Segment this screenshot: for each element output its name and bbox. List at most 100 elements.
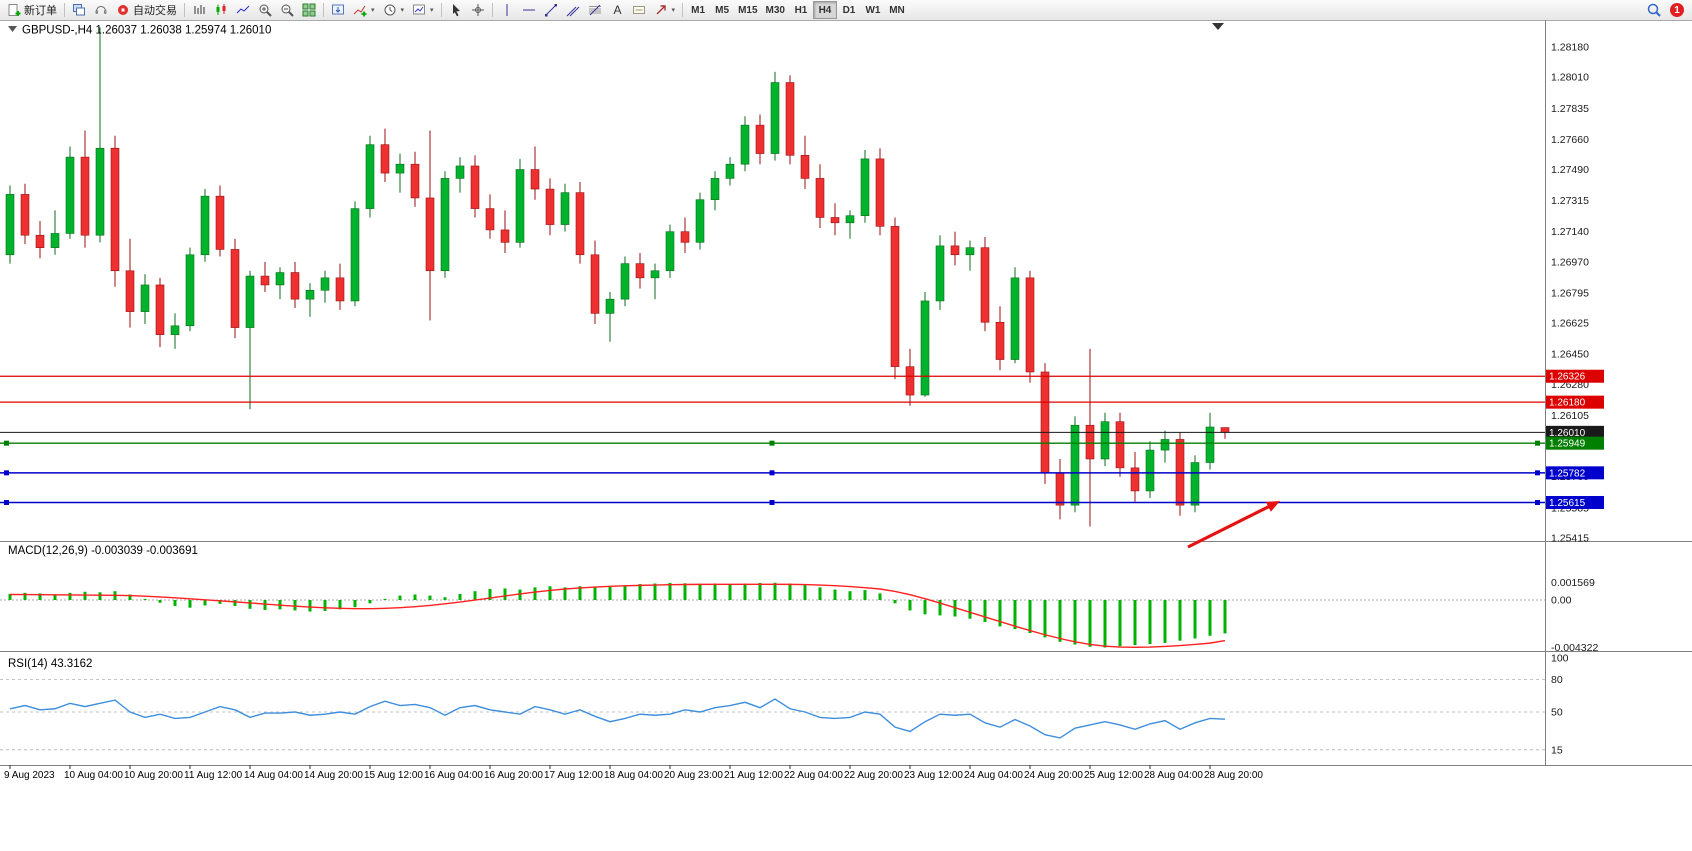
- candle: [485, 208, 495, 231]
- time-axis-label: 10 Aug 20:00: [124, 770, 183, 781]
- timeframe-h4-button[interactable]: H4: [812, 1, 837, 19]
- bar-chart-button[interactable]: [188, 1, 210, 19]
- chart-canvas[interactable]: 1.28180 1.28010 1.27835 1.27660 1.27490 1.273…: [0, 20, 1692, 851]
- trendline-button[interactable]: [540, 1, 562, 19]
- line-handle[interactable]: [1535, 440, 1540, 446]
- time-axis-label: 16 Aug 04:00: [424, 770, 483, 781]
- auto-trading-button[interactable]: 自动交易: [112, 1, 181, 19]
- time-axis-label: 16 Aug 20:00: [484, 770, 543, 781]
- price-tag-label: 1.25615: [1549, 498, 1586, 509]
- toolbar-separator: [491, 3, 493, 17]
- time-axis-label: 18 Aug 04:00: [604, 770, 663, 781]
- label-button[interactable]: [628, 1, 650, 19]
- timeframe-m15-button[interactable]: M15: [734, 1, 761, 19]
- candle: [1085, 424, 1095, 460]
- line-handle[interactable]: [1535, 499, 1540, 505]
- arrange-windows-button[interactable]: [327, 1, 349, 19]
- text-button[interactable]: A: [606, 1, 628, 19]
- timeframe-h1-button[interactable]: H1: [789, 1, 813, 19]
- line-chart-button[interactable]: [232, 1, 254, 19]
- chart-background: [0, 20, 1692, 851]
- vertical-line-button[interactable]: [496, 1, 518, 19]
- line-handle[interactable]: [4, 470, 9, 476]
- tile-windows-button[interactable]: [298, 1, 320, 19]
- line-handle[interactable]: [4, 499, 9, 505]
- chart-windows-icon: [73, 4, 85, 16]
- price-axis-label: 1.27140: [1551, 226, 1589, 238]
- templates-button[interactable]: ▾: [408, 1, 438, 19]
- indicators-button[interactable]: ▾: [349, 1, 379, 19]
- chart-shift-marker[interactable]: [1212, 23, 1224, 30]
- candle: [65, 156, 75, 234]
- candle: [380, 144, 390, 174]
- line-handle[interactable]: [769, 440, 775, 446]
- notification-badge[interactable]: 1: [1670, 3, 1684, 17]
- candle: [260, 275, 270, 286]
- fibonacci-button[interactable]: [584, 1, 606, 19]
- candle: [1010, 277, 1020, 360]
- cursor-button[interactable]: [445, 1, 467, 19]
- timeframe-mn-button[interactable]: MN: [885, 1, 909, 19]
- candle: [440, 178, 450, 272]
- time-axis-label: 24 Aug 04:00: [964, 770, 1023, 781]
- timeframe-m1-button[interactable]: M1: [686, 1, 710, 19]
- timeframe-m5-button[interactable]: M5: [710, 1, 734, 19]
- candle: [1070, 424, 1080, 506]
- macd-axis-label: -0.004322: [1551, 642, 1598, 654]
- line-handle[interactable]: [1535, 470, 1540, 476]
- horizontal-line-button[interactable]: [518, 1, 540, 19]
- timeframe-m30-button[interactable]: M30: [762, 1, 789, 19]
- trend-arrow[interactable]: [1187, 503, 1274, 549]
- line-handle[interactable]: [769, 499, 775, 505]
- candle: [650, 270, 660, 279]
- line-handle[interactable]: [4, 440, 9, 446]
- zoom-out-button[interactable]: [276, 1, 298, 19]
- search-button[interactable]: [1643, 1, 1665, 19]
- candle: [635, 263, 645, 279]
- toolbar-separator: [682, 3, 684, 17]
- timeframe-w1-button[interactable]: W1: [861, 1, 885, 19]
- toolbar-separator: [184, 3, 185, 17]
- crosshair-button[interactable]: [467, 1, 489, 19]
- candle: [185, 254, 195, 327]
- price-tag-label: 1.25782: [1549, 468, 1586, 479]
- rsi-axis-label: 50: [1551, 707, 1563, 719]
- chart-area[interactable]: 1.28180 1.28010 1.27835 1.27660 1.27490 1.273…: [0, 20, 1692, 851]
- macd-label: MACD(12,26,9) -0.003039 -0.003691: [8, 545, 198, 557]
- candle: [245, 275, 255, 328]
- periods-button[interactable]: ▾: [379, 1, 409, 19]
- new-order-button[interactable]: 新订单: [3, 1, 61, 19]
- timeframe-d1-button[interactable]: D1: [837, 1, 861, 19]
- candle: [920, 300, 930, 396]
- candlestick-chart-button[interactable]: [210, 1, 232, 19]
- chart-windows-button[interactable]: [68, 1, 90, 19]
- zoom-in-button[interactable]: [254, 1, 276, 19]
- channel-button[interactable]: [562, 1, 584, 19]
- candle: [935, 245, 945, 302]
- time-axis-label: 22 Aug 20:00: [844, 770, 903, 781]
- zoom-in-icon: [259, 4, 272, 17]
- candle: [140, 284, 150, 312]
- candle: [1130, 467, 1140, 492]
- macd-histogram: [8, 582, 1227, 648]
- candle: [980, 247, 990, 323]
- zoom-out-icon: [281, 4, 294, 17]
- line-handle[interactable]: [769, 470, 775, 476]
- candle: [155, 284, 165, 335]
- channel-icon: [566, 6, 579, 17]
- price-tag-label: 1.26010: [1549, 428, 1586, 439]
- rsi-axis-label: 15: [1551, 744, 1563, 756]
- vertical-line-icon: [506, 4, 508, 16]
- candle: [530, 169, 540, 190]
- arrows-button[interactable]: ▾: [650, 1, 680, 19]
- candle: [1145, 449, 1155, 492]
- symbol-dropdown-arrow[interactable]: [8, 26, 17, 32]
- candle: [1025, 277, 1035, 373]
- candle: [125, 270, 135, 312]
- rsi-line: [9, 698, 1226, 739]
- price-tag: [1546, 495, 1604, 509]
- candle: [695, 199, 705, 243]
- profiles-button[interactable]: [90, 1, 112, 19]
- trend-arrow-head[interactable]: [1265, 501, 1280, 512]
- profiles-icon: [95, 6, 107, 14]
